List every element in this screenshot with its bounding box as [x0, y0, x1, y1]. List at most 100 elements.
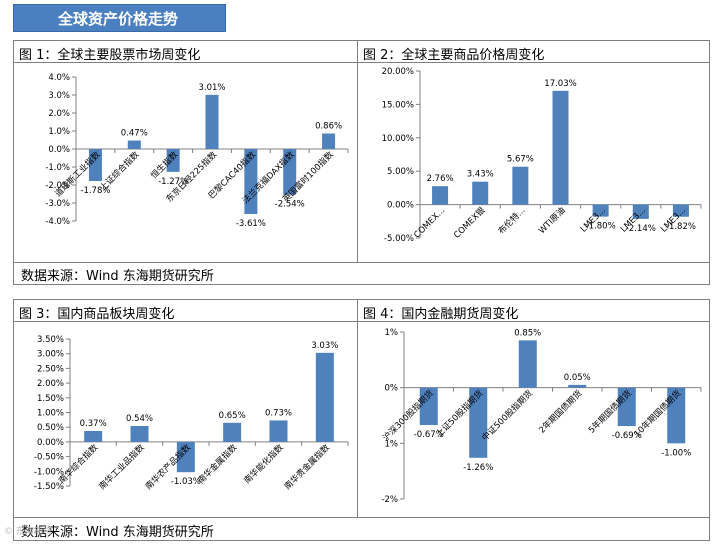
fig3-data-label: 0.73%: [265, 408, 292, 418]
chart-fig4: 1%0%1%-2%-0.67%沪深300股指期货-1.26%上证50股指期货0.…: [381, 328, 702, 505]
fig2-y-tick-label: 0.00%: [387, 201, 414, 211]
fig3-y-tick-label: 1.00%: [37, 409, 64, 419]
panel-bottom-source-line: [13, 517, 710, 518]
fig3-y-tick-label: 3.50%: [37, 335, 64, 345]
fig4-bar: [419, 387, 438, 425]
fig1-bar: [244, 149, 258, 214]
fig1-data-label: -2.54%: [275, 200, 305, 210]
fig3-y-tick-label: -1.00%: [34, 467, 64, 477]
fig3-title: 图 3：国内商品板块周变化: [19, 307, 175, 322]
fig2-data-label: 2.76%: [427, 174, 454, 184]
fig2-bar: [672, 204, 689, 217]
fig2-data-label: 17.03%: [544, 79, 576, 89]
fig1-data-label: 3.01%: [198, 83, 225, 93]
fig2-y-tick-label: 10.00%: [382, 134, 414, 144]
fig4-data-label: 0.05%: [564, 373, 591, 383]
source-bottom: 数据来源：Wind 东海期货研究所: [21, 525, 214, 540]
panel-bottom-divider: [357, 299, 358, 517]
panel-bottom: [13, 299, 710, 541]
banner-title: 全球资产价格走势: [58, 10, 179, 28]
fig4-bar: [469, 387, 488, 458]
fig1-data-label: -1.78%: [80, 186, 110, 196]
fig1-category-label: 上证综合指数: [98, 149, 142, 193]
source-top: 数据来源：Wind 东海期货研究所: [21, 269, 214, 284]
fig1-y-tick-label: -2.0%: [45, 181, 70, 191]
fig1-bar: [127, 140, 141, 149]
chart-fig3: 3.50% 3.00% 2.50% 2.00% 1.50% 1.00% 0.50% 0.00%…: [34, 335, 349, 492]
panel-top-title-line: [13, 62, 710, 63]
fig1-y-tick-label: 1.0%: [48, 127, 70, 137]
fig1-bar: [322, 133, 336, 149]
fig1-y-tick-label: -3.0%: [45, 199, 70, 209]
fig1-bar: [88, 149, 102, 182]
fig1-y-tick-label: 2.0%: [48, 109, 70, 119]
fig3-y-tick-label: 0.00%: [37, 438, 64, 448]
fig2-data-label: 5.67%: [507, 155, 534, 165]
fig2-bar: [512, 166, 529, 205]
fig3-y-tick-label: 2.50%: [37, 364, 64, 374]
fig3-bar: [223, 422, 242, 442]
fig2-category-label: 布伦特...: [496, 205, 528, 237]
fig2-y-tick-label: 20.00%: [382, 67, 414, 77]
chart-fig1: 4.0% 3.0% 2.0% 1.0% 0.0% -1.0% -2.0% -3.0% -4.0%…: [45, 73, 349, 229]
fig4-bar: [568, 384, 587, 388]
fig1-data-label: -1.27%: [158, 177, 188, 187]
chart-fig2: 20.00% 15.00% 10.00% 5.00% 0.00% -5.00% 2.76% C…: [382, 67, 702, 244]
fig3-data-label: -1.03%: [171, 477, 201, 487]
watermark: © 东海期货: [4, 527, 52, 537]
fig4-category-label: 2年期国债期货: [537, 388, 585, 436]
fig1-y-tick-label: 3.0%: [48, 91, 70, 101]
panel-top: [13, 40, 710, 285]
panel-top-divider: [357, 40, 358, 262]
fig4-data-label: -0.67%: [414, 430, 444, 440]
fig1-bar: [205, 94, 219, 149]
fig3-category-label: 南华贵金属指数: [282, 442, 332, 492]
fig3-y-tick-label: -1.50%: [34, 482, 64, 492]
fig2-data-label: -1.82%: [666, 222, 696, 232]
fig1-y-tick-label: 4.0%: [48, 73, 70, 83]
fig4-bar: [518, 340, 537, 388]
fig2-bar: [472, 181, 489, 205]
fig1-title: 图 1：全球主要股票市场周变化: [19, 48, 201, 63]
fig4-data-label: -1.26%: [463, 463, 493, 473]
fig2-data-label: -1.80%: [586, 222, 616, 232]
fig4-data-label: -0.69%: [612, 431, 642, 441]
fig2-bar: [632, 204, 649, 219]
fig4-bar: [667, 387, 686, 444]
panel-bottom-title-line: [13, 321, 710, 322]
fig2-y-tick-label: -5.00%: [384, 234, 414, 244]
fig3-category-label: 南华工业品指数: [97, 442, 147, 492]
fig3-bar: [84, 431, 103, 442]
fig3-data-label: 0.54%: [126, 414, 153, 424]
fig2-y-tick-label: 5.00%: [387, 167, 414, 177]
fig2-category-label: WTI原油: [536, 205, 567, 236]
fig4-data-label: 0.85%: [514, 328, 541, 338]
fig1-data-label: 0.47%: [121, 129, 148, 139]
fig1-y-tick-label: -1.0%: [45, 163, 70, 173]
fig3-bar: [176, 441, 195, 473]
fig1-data-label: -3.61%: [236, 219, 266, 229]
fig4-y-tick-label: 0%: [385, 384, 399, 394]
fig4-title: 图 4：国内金融期货周变化: [363, 307, 519, 322]
fig2-data-label: -2.14%: [626, 224, 656, 234]
panel-top-source-line: [13, 262, 710, 263]
fig3-data-label: 0.65%: [219, 411, 246, 421]
fig3-data-label: 3.03%: [311, 341, 338, 351]
fig3-y-tick-label: 1.50%: [37, 394, 64, 404]
fig3-y-tick-label: 0.50%: [37, 423, 64, 433]
fig3-category-label: 南华能化指数: [242, 442, 286, 486]
fig4-category-label: 中证500股指期货: [480, 388, 536, 444]
fig4-data-label: -1.00%: [661, 448, 691, 458]
fig3-bar: [269, 420, 288, 442]
fig1-data-label: 0.86%: [315, 122, 342, 132]
fig3-category-label: 南华金属指数: [195, 442, 239, 486]
fig2-bar: [432, 186, 449, 205]
fig2-data-label: 3.43%: [467, 170, 494, 180]
fig2-category-label: COMEX银: [452, 205, 488, 241]
fig3-y-tick-label: 3.00%: [37, 350, 64, 360]
fig1-y-tick-label: -4.0%: [45, 217, 70, 227]
fig2-bar: [592, 204, 609, 217]
fig3-bar: [130, 426, 149, 442]
fig3-data-label: 0.37%: [80, 419, 107, 429]
fig3-category-label: 南华综合指数: [56, 442, 100, 486]
